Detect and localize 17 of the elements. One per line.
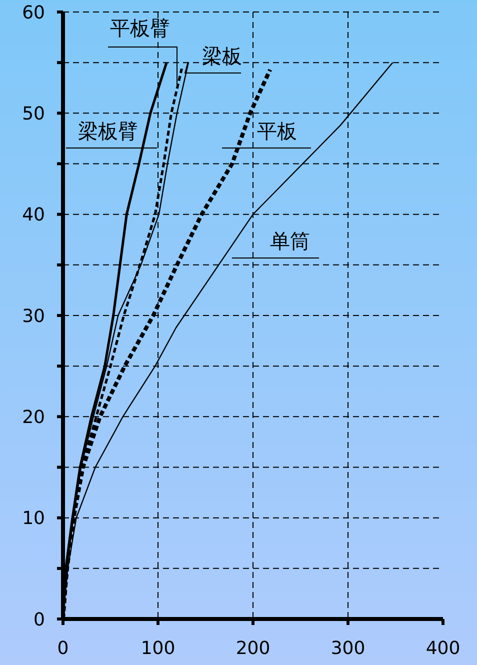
- y-tick-label: 20: [22, 407, 45, 428]
- series-label: 平板: [257, 119, 297, 143]
- x-tick-label: 300: [330, 638, 366, 659]
- y-tick-label: 50: [22, 104, 45, 125]
- series-label: 梁板: [202, 44, 242, 68]
- series-label: 平板臂: [110, 16, 170, 40]
- series-label: 单筒: [270, 229, 310, 253]
- y-tick-label: 60: [22, 2, 45, 24]
- y-tick-label: 40: [22, 204, 45, 226]
- y-tick-label: 10: [22, 508, 45, 530]
- x-tick-label: 0: [57, 638, 69, 659]
- y-tick-label: 30: [22, 306, 45, 327]
- y-tick-label: 0: [34, 609, 45, 630]
- x-tick-label: 200: [236, 638, 270, 659]
- x-tick-label: 400: [426, 638, 460, 659]
- x-tick-label: 100: [140, 638, 176, 659]
- series-label: 梁板臂: [78, 119, 138, 143]
